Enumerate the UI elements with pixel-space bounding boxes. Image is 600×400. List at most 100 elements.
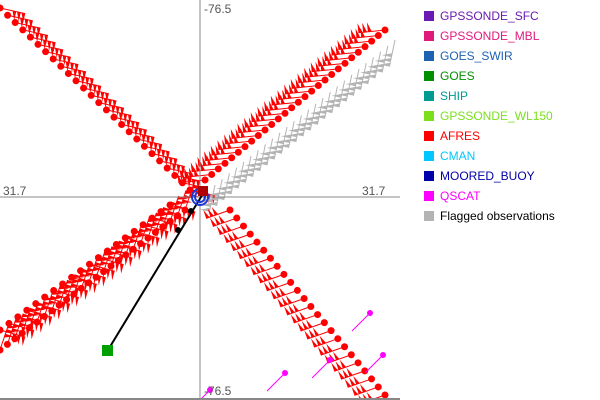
barb-flag xyxy=(21,336,26,346)
legend-item[interactable]: GOES_SWIR xyxy=(424,46,555,66)
barb-flag xyxy=(115,249,126,254)
barb-flag xyxy=(202,156,207,166)
barb-flag xyxy=(21,12,26,23)
barb-flag xyxy=(67,56,71,67)
barb-flag xyxy=(105,92,109,103)
barb-flag xyxy=(228,184,239,189)
barb-flag xyxy=(216,225,224,235)
wind-barb xyxy=(98,257,124,266)
barb-flag xyxy=(84,289,88,300)
observation-point xyxy=(57,62,65,70)
barb-flag xyxy=(250,167,261,171)
barb-flag xyxy=(214,216,221,225)
observation-point xyxy=(234,148,242,156)
barb-flag xyxy=(102,276,106,287)
observation-point xyxy=(42,48,50,56)
wind-barb xyxy=(26,309,53,318)
legend-item[interactable]: GOES xyxy=(424,66,555,86)
barb-flag xyxy=(234,240,241,250)
wind-barb xyxy=(345,74,353,102)
legend-item[interactable]: GPSSONDE_SFC xyxy=(424,6,555,26)
observation-point xyxy=(201,176,209,184)
barb-flag xyxy=(223,180,234,185)
barb-flag xyxy=(257,161,268,166)
barb-flag xyxy=(301,121,312,126)
barb-flag xyxy=(301,321,309,330)
observation-point xyxy=(368,37,376,45)
barb-flag xyxy=(100,91,105,102)
legend-item[interactable]: QSCAT xyxy=(424,186,555,206)
observation-plot[interactable] xyxy=(0,0,400,400)
barb-flag xyxy=(209,192,220,197)
wind-barb xyxy=(288,121,295,148)
barb-flag xyxy=(259,151,270,156)
barb-flag xyxy=(137,241,142,252)
observation-point xyxy=(226,206,234,214)
barb-flag xyxy=(119,254,124,265)
barb-flag xyxy=(322,109,333,113)
barb-flag xyxy=(344,378,352,388)
barb-flag xyxy=(248,117,254,127)
barb-flag xyxy=(96,90,100,101)
wind-barb xyxy=(83,87,109,95)
legend-item[interactable]: GPSSONDE_MBL xyxy=(424,26,555,46)
barb-flag xyxy=(236,250,244,259)
barb-flag xyxy=(195,161,201,172)
barb-flag xyxy=(312,327,320,337)
legend-item[interactable]: AFRES xyxy=(424,126,555,146)
observation-point xyxy=(368,375,376,383)
barb-flag xyxy=(287,133,298,138)
barb-flag xyxy=(181,199,192,203)
barb-flag xyxy=(124,255,129,266)
barb-flag xyxy=(120,263,124,274)
legend-label: QSCAT xyxy=(440,189,481,203)
legend-item[interactable]: Flagged observations xyxy=(424,206,555,226)
barb-flag xyxy=(265,271,273,280)
observation-point xyxy=(248,137,256,145)
observation-point xyxy=(110,113,118,121)
barb-flag xyxy=(309,111,321,116)
legend-item[interactable]: GPSSONDE_WL150 xyxy=(424,106,555,126)
barb-flag xyxy=(243,258,251,267)
barb-flag xyxy=(280,139,291,144)
barb-flag xyxy=(240,127,246,138)
barb-flag xyxy=(344,87,356,91)
observation-point xyxy=(3,340,11,348)
barb-flag xyxy=(52,41,56,52)
barb-flag xyxy=(306,72,312,82)
barb-flag xyxy=(152,221,163,226)
observation-point xyxy=(11,19,19,27)
observation-point xyxy=(341,343,349,351)
barb-flag xyxy=(78,277,89,282)
barb-flag xyxy=(230,242,237,251)
barb-flag xyxy=(348,377,356,386)
barb-flag xyxy=(353,76,364,81)
barb-flag xyxy=(268,100,274,111)
barb-flag xyxy=(35,306,46,311)
barb-flag xyxy=(288,304,295,314)
observation-point xyxy=(0,326,4,334)
wind-barb xyxy=(338,80,346,108)
legend-swatch xyxy=(424,111,434,121)
barb-flag xyxy=(34,321,39,332)
barb-flag xyxy=(200,161,206,171)
observation-point xyxy=(287,278,295,286)
legend-item[interactable]: MOORED_BUOY xyxy=(424,166,555,186)
barb-flag xyxy=(110,246,121,250)
observation-point xyxy=(26,33,34,41)
barb-flag xyxy=(351,386,358,396)
barb-flag xyxy=(20,18,24,28)
barb-flag xyxy=(32,26,36,37)
barb-flag xyxy=(216,186,227,191)
qscat-barb xyxy=(364,354,384,374)
barb-flag xyxy=(313,66,319,77)
legend-item[interactable]: SHIP xyxy=(424,86,555,106)
observation-point xyxy=(301,93,309,101)
barb-flag xyxy=(211,206,219,216)
observation-point xyxy=(314,82,322,90)
barb-flag xyxy=(358,394,363,400)
barb-flag xyxy=(126,120,131,130)
observation-point xyxy=(166,201,174,209)
observation-point xyxy=(5,319,13,327)
legend-item[interactable]: CMAN xyxy=(424,146,555,166)
